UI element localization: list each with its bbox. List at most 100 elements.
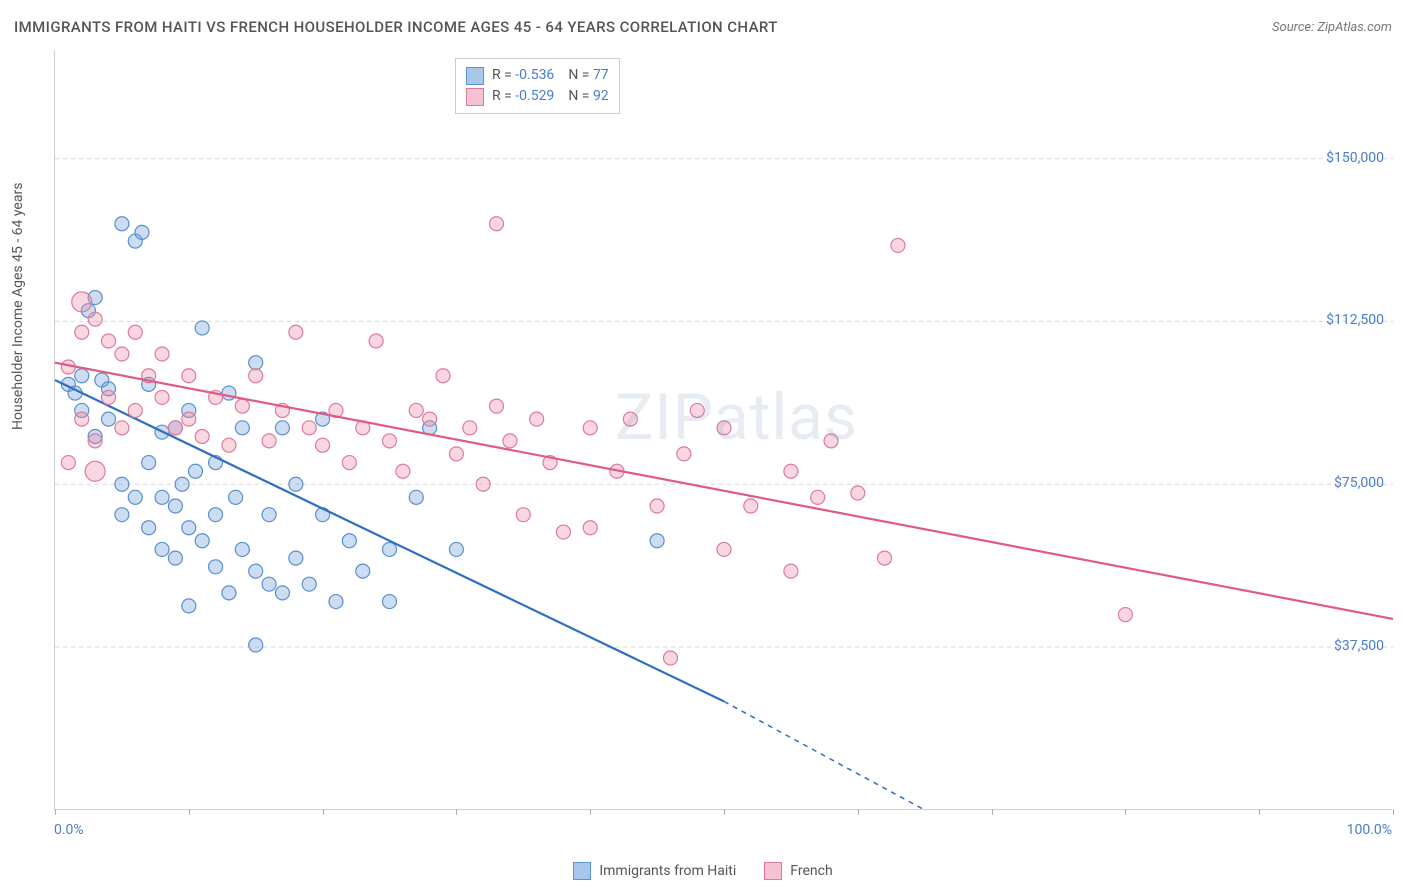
data-point <box>128 490 142 504</box>
data-point <box>329 595 343 609</box>
legend-swatch <box>466 88 484 106</box>
x-tick <box>858 809 859 815</box>
data-point <box>409 490 423 504</box>
legend-r: R = -0.529 <box>492 86 554 107</box>
y-tick-label: $75,000 <box>1334 475 1384 491</box>
data-point <box>142 456 156 470</box>
chart-container: IMMIGRANTS FROM HAITI VS FRENCH HOUSEHOL… <box>0 0 1406 892</box>
trend-line <box>55 363 1393 619</box>
data-point <box>72 292 92 312</box>
data-point <box>516 508 530 522</box>
series-immigrants-from-haiti <box>55 217 925 810</box>
data-point <box>209 508 223 522</box>
data-point <box>396 464 410 478</box>
data-point <box>476 477 490 491</box>
data-point <box>262 577 276 591</box>
data-point <box>1118 608 1132 622</box>
data-point <box>583 421 597 435</box>
data-point <box>88 434 102 448</box>
trend-line-projected <box>724 701 925 810</box>
scatter-svg <box>55 50 1393 810</box>
data-point <box>142 521 156 535</box>
legend-item: French <box>764 862 832 880</box>
data-point <box>744 499 758 513</box>
y-axis-label: Householder Income Ages 45 - 64 years <box>10 183 26 430</box>
x-axis-max-label: 100.0% <box>1347 822 1392 838</box>
correlation-legend: R = -0.536N = 77R = -0.529N = 92 <box>455 58 620 114</box>
data-point <box>182 599 196 613</box>
data-point <box>135 225 149 239</box>
data-point <box>85 461 105 481</box>
data-point <box>463 421 477 435</box>
legend-n: N = 92 <box>568 86 608 107</box>
data-point <box>75 369 89 383</box>
data-point <box>275 421 289 435</box>
data-point <box>182 369 196 383</box>
data-point <box>235 542 249 556</box>
x-tick <box>992 809 993 815</box>
data-point <box>717 421 731 435</box>
data-point <box>342 456 356 470</box>
legend-swatch <box>466 67 484 85</box>
data-point <box>436 369 450 383</box>
data-point <box>690 403 704 417</box>
data-point <box>289 477 303 491</box>
data-point <box>195 430 209 444</box>
x-tick <box>724 809 725 815</box>
legend-n: N = 77 <box>568 65 608 86</box>
data-point <box>155 347 169 361</box>
data-point <box>61 456 75 470</box>
data-point <box>75 412 89 426</box>
data-point <box>490 217 504 231</box>
data-point <box>490 399 504 413</box>
x-tick <box>1259 809 1260 815</box>
x-axis-min-label: 0.0% <box>54 822 84 838</box>
x-tick <box>323 809 324 815</box>
data-point <box>784 464 798 478</box>
data-point <box>275 586 289 600</box>
data-point <box>175 477 189 491</box>
data-point <box>503 434 517 448</box>
data-point <box>423 412 437 426</box>
data-point <box>650 534 664 548</box>
data-point <box>195 321 209 335</box>
data-point <box>262 508 276 522</box>
series-legend: Immigrants from HaitiFrench <box>0 862 1406 880</box>
plot-area: R = -0.536N = 77R = -0.529N = 92 ZIPatla… <box>54 50 1392 810</box>
data-point <box>128 325 142 339</box>
data-point <box>663 651 677 665</box>
data-point <box>891 238 905 252</box>
data-point <box>383 542 397 556</box>
data-point <box>289 551 303 565</box>
data-point <box>383 434 397 448</box>
data-point <box>195 534 209 548</box>
data-point <box>229 490 243 504</box>
data-point <box>811 490 825 504</box>
series-french <box>55 217 1393 665</box>
data-point <box>168 421 182 435</box>
data-point <box>650 499 664 513</box>
data-point <box>155 390 169 404</box>
data-point <box>878 551 892 565</box>
data-point <box>249 638 263 652</box>
data-point <box>235 399 249 413</box>
data-point <box>316 438 330 452</box>
legend-swatch <box>573 862 591 880</box>
legend-label: French <box>790 863 832 879</box>
x-tick <box>456 809 457 815</box>
data-point <box>583 521 597 535</box>
data-point <box>302 577 316 591</box>
data-point <box>115 477 129 491</box>
data-point <box>115 347 129 361</box>
trend-line <box>55 380 724 701</box>
data-point <box>102 334 116 348</box>
data-point <box>530 412 544 426</box>
data-point <box>249 564 263 578</box>
data-point <box>88 312 102 326</box>
data-point <box>824 434 838 448</box>
header-row: IMMIGRANTS FROM HAITI VS FRENCH HOUSEHOL… <box>14 18 1392 36</box>
y-tick-label: $112,500 <box>1326 312 1384 328</box>
x-tick <box>189 809 190 815</box>
x-tick <box>1125 809 1126 815</box>
data-point <box>449 542 463 556</box>
